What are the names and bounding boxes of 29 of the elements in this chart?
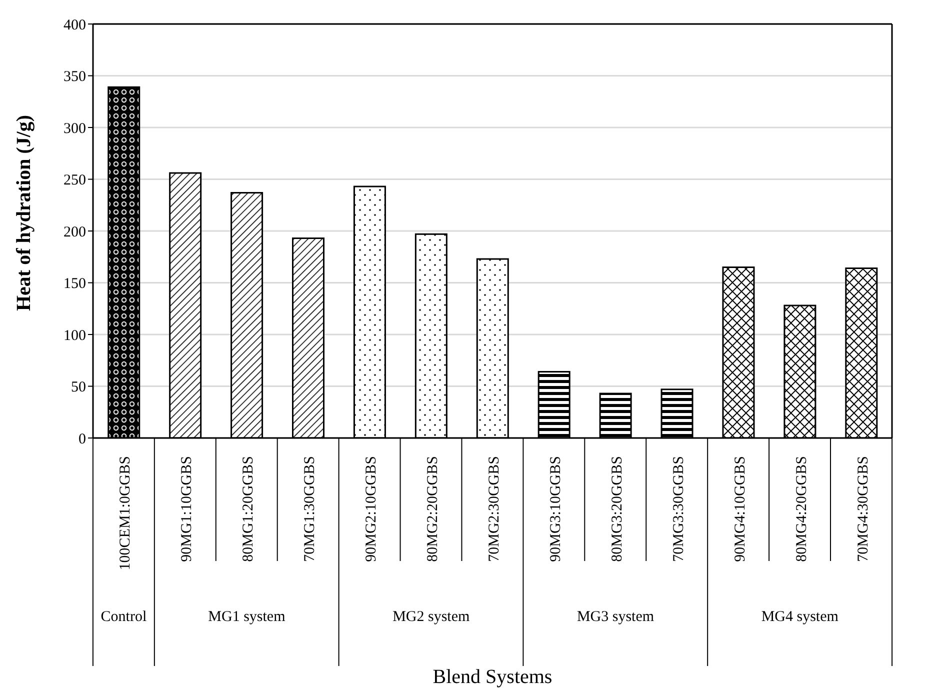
y-tick-label: 350 [64, 69, 86, 86]
y-tick-label: 200 [64, 224, 86, 240]
y-tick-label: 300 [64, 120, 86, 137]
x-tick-label: 90MG2:10GGBS [364, 456, 380, 562]
x-tick-label: 90MG3:10GGBS [548, 456, 564, 562]
x-tick-label: 80MG3:20GGBS [609, 456, 626, 562]
y-tick-label: 50 [71, 380, 86, 396]
y-axis-title: Heat of hydration (J/g) [13, 114, 36, 311]
x-tick-label: 90MG1:10GGBS [179, 456, 196, 562]
text: MG4 system [761, 609, 839, 625]
text: Control [100, 609, 147, 625]
text: MG2 system [392, 609, 470, 625]
text: MG1 system [208, 609, 286, 625]
y-tick-label: 150 [64, 276, 86, 292]
x-tick-label: 80MG2:20GGBS [425, 456, 442, 562]
x-tick-label: 70MG3:30GGBS [670, 456, 687, 562]
y-tick-label: 400 [64, 17, 86, 34]
y-tick-label: 0 [78, 431, 86, 448]
x-axis-title: Blend Systems [432, 666, 552, 688]
y-tick-label: 100 [64, 328, 86, 344]
x-tick-label: 90MG4:10GGBS [732, 456, 748, 562]
x-tick-label: 70MG4:30GGBS [855, 456, 872, 562]
x-tick-label: 80MG1:20GGBS [240, 456, 257, 562]
x-tick-label: 70MG1:30GGBS [302, 456, 318, 562]
x-tick-label: 100CEM1:0GGBS [118, 456, 134, 570]
y-tick-label: 250 [64, 172, 86, 189]
x-tick-label: 80MG4:20GGBS [794, 456, 810, 562]
text: MG3 system [576, 609, 654, 625]
x-tick-label: 70MG2:30GGBS [486, 456, 502, 562]
